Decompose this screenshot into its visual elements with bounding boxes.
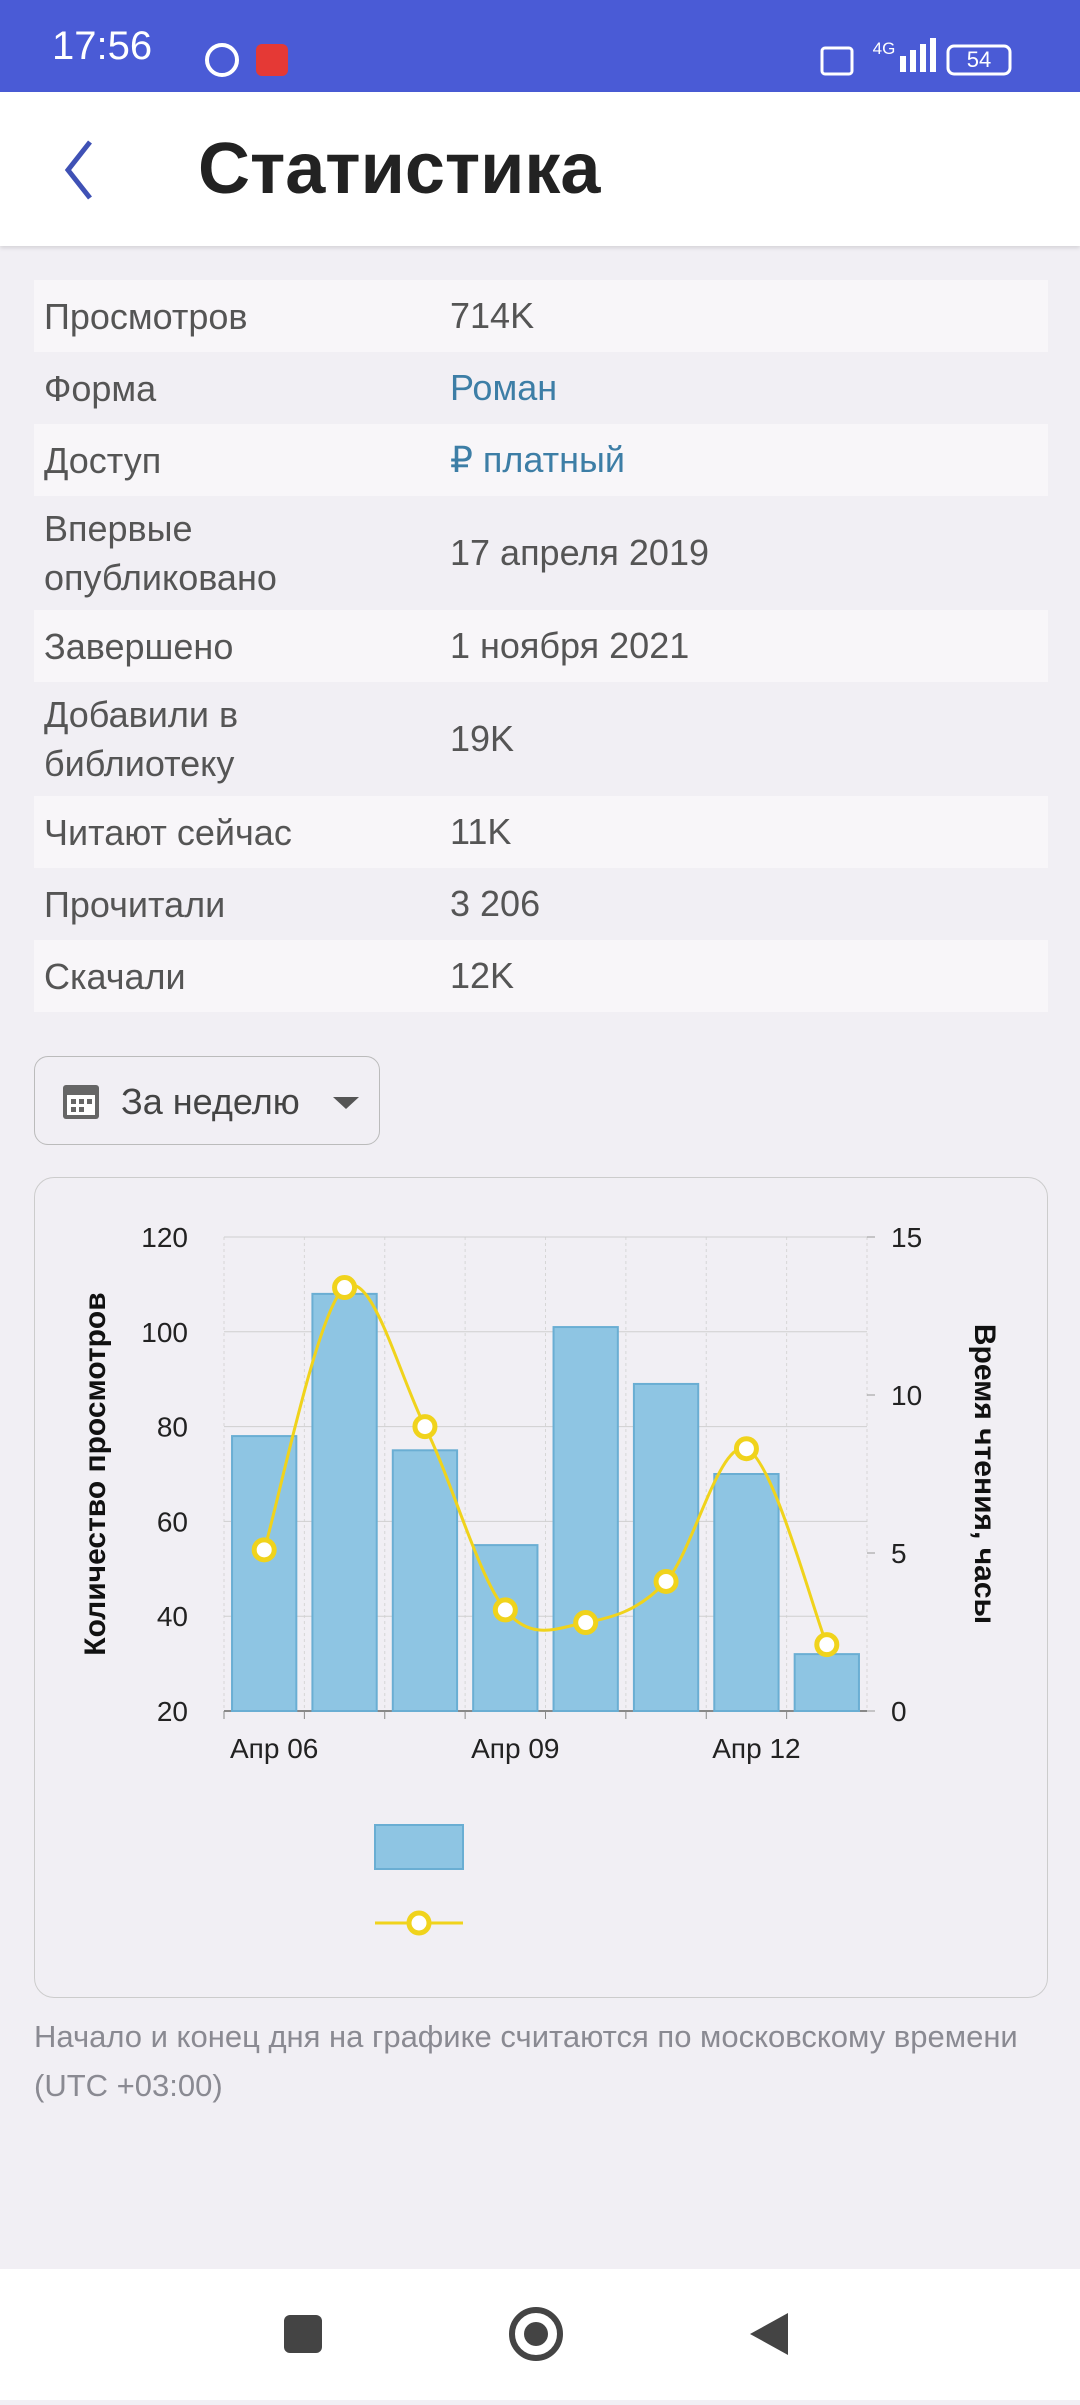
stat-value[interactable]: Роман — [450, 367, 558, 408]
y2-tick-label: 10 — [891, 1380, 922, 1411]
bar — [231, 1435, 298, 1712]
clock: 17:56 — [52, 24, 153, 68]
bar — [793, 1653, 860, 1712]
y2-axis-title: Время чтения, часы — [968, 1324, 1001, 1624]
line-marker — [412, 1414, 438, 1440]
nav-buttons — [284, 2307, 788, 2361]
battery: 54 — [967, 47, 991, 72]
stat-label: Добавили в библиотеку — [44, 694, 239, 784]
line-marker — [492, 1597, 518, 1623]
stat-value: 19K — [450, 718, 515, 759]
y-axis-title: Количество просмотров — [79, 1292, 112, 1655]
back-button[interactable] — [50, 130, 110, 210]
stat-label: Читают сейчас — [44, 811, 292, 853]
legend-swatch — [374, 1824, 464, 1870]
line-marker — [332, 1275, 358, 1301]
home-button[interactable] — [509, 2307, 563, 2361]
stat-label: Прочитали — [44, 883, 226, 925]
chart: 20 40 60 80 100 120 0 5 10 15 Количество просмотро… — [79, 1222, 1001, 1936]
stat-label: Форма — [44, 367, 157, 409]
stat-value[interactable]: ₽ платный — [450, 439, 625, 480]
line-marker — [814, 1632, 840, 1658]
bar — [391, 1449, 459, 1712]
period-label: За неделю — [121, 1081, 300, 1122]
footnote: Начало и конец дня на графике считаются … — [34, 2019, 1018, 2103]
y2-tick-label: 15 — [891, 1222, 922, 1253]
stats-row: Добавили в библиотеку 19K — [34, 682, 1048, 796]
stats-row: Впервые опубликовано 17 апреля 2019 — [34, 496, 1048, 610]
stat-label: Скачали — [44, 955, 186, 997]
calendar-icon — [63, 1085, 99, 1119]
y2-tick-label: 5 — [891, 1538, 907, 1569]
status-icons: 54 4G — [205, 38, 1012, 77]
recents-button[interactable] — [284, 2315, 322, 2353]
line-marker — [251, 1537, 277, 1563]
period-dropdown[interactable]: За неделю — [34, 1056, 380, 1145]
stats-row: Скачали 12K — [34, 940, 1048, 1012]
navigation-bar — [0, 2269, 1080, 2400]
stats-table: Просмотров 714K Форма Роман Доступ ₽ платный В… — [34, 280, 1048, 1012]
y-tick-label: 40 — [157, 1601, 188, 1632]
stats-row: Форма Роман — [34, 352, 1048, 424]
chart-card: 20 40 60 80 100 120 0 5 10 15 Количество просмотро… — [34, 1177, 1048, 1998]
page-title: Статистика — [198, 129, 601, 209]
stats-row: Просмотров 714K — [34, 280, 1048, 352]
line-marker — [733, 1436, 759, 1462]
bar — [632, 1382, 700, 1712]
x-tick-label: Апр 06 — [230, 1733, 318, 1764]
x-tick-label: Апр 12 — [712, 1733, 800, 1764]
stat-value: 3 206 — [450, 883, 541, 924]
stat-value: 12K — [450, 955, 515, 996]
stat-label: Просмотров — [44, 295, 248, 337]
stats-row: Читают сейчас 11K — [34, 796, 1048, 868]
stat-value: 11K — [450, 811, 512, 852]
back-nav-button[interactable] — [750, 2313, 788, 2355]
stats-row: Завершено 1 ноября 2021 — [34, 610, 1048, 682]
stat-value: 17 апреля 2019 — [450, 532, 709, 573]
bar — [311, 1292, 378, 1712]
network: 4G — [873, 39, 896, 58]
dropdown-caret — [333, 1097, 359, 1109]
y-tick-label: 60 — [157, 1506, 188, 1537]
stat-label: Впервые опубликовано — [44, 508, 277, 598]
y2-tick-label: 0 — [891, 1696, 907, 1727]
y-tick-label: 100 — [141, 1317, 188, 1348]
bar — [552, 1326, 619, 1712]
app-bar: Статистика — [0, 92, 1080, 246]
y-tick-label: 120 — [141, 1222, 188, 1253]
y-tick-label: 80 — [157, 1412, 188, 1443]
stats-row: Доступ ₽ платный — [34, 424, 1048, 496]
y-tick-label: 20 — [157, 1696, 188, 1727]
stats-row: Прочитали 3 206 — [34, 868, 1048, 940]
bar — [713, 1473, 780, 1712]
line-marker — [573, 1610, 599, 1636]
status-bar: 17:56 54 4G — [0, 0, 1080, 92]
stat-value: 714K — [450, 295, 535, 336]
stat-label: Завершено — [44, 625, 234, 667]
stat-label: Доступ — [44, 439, 162, 481]
stat-value: 1 ноября 2021 — [450, 625, 690, 666]
x-tick-label: Апр 09 — [471, 1733, 559, 1764]
legend-swatch — [406, 1910, 432, 1936]
line-marker — [653, 1568, 679, 1594]
